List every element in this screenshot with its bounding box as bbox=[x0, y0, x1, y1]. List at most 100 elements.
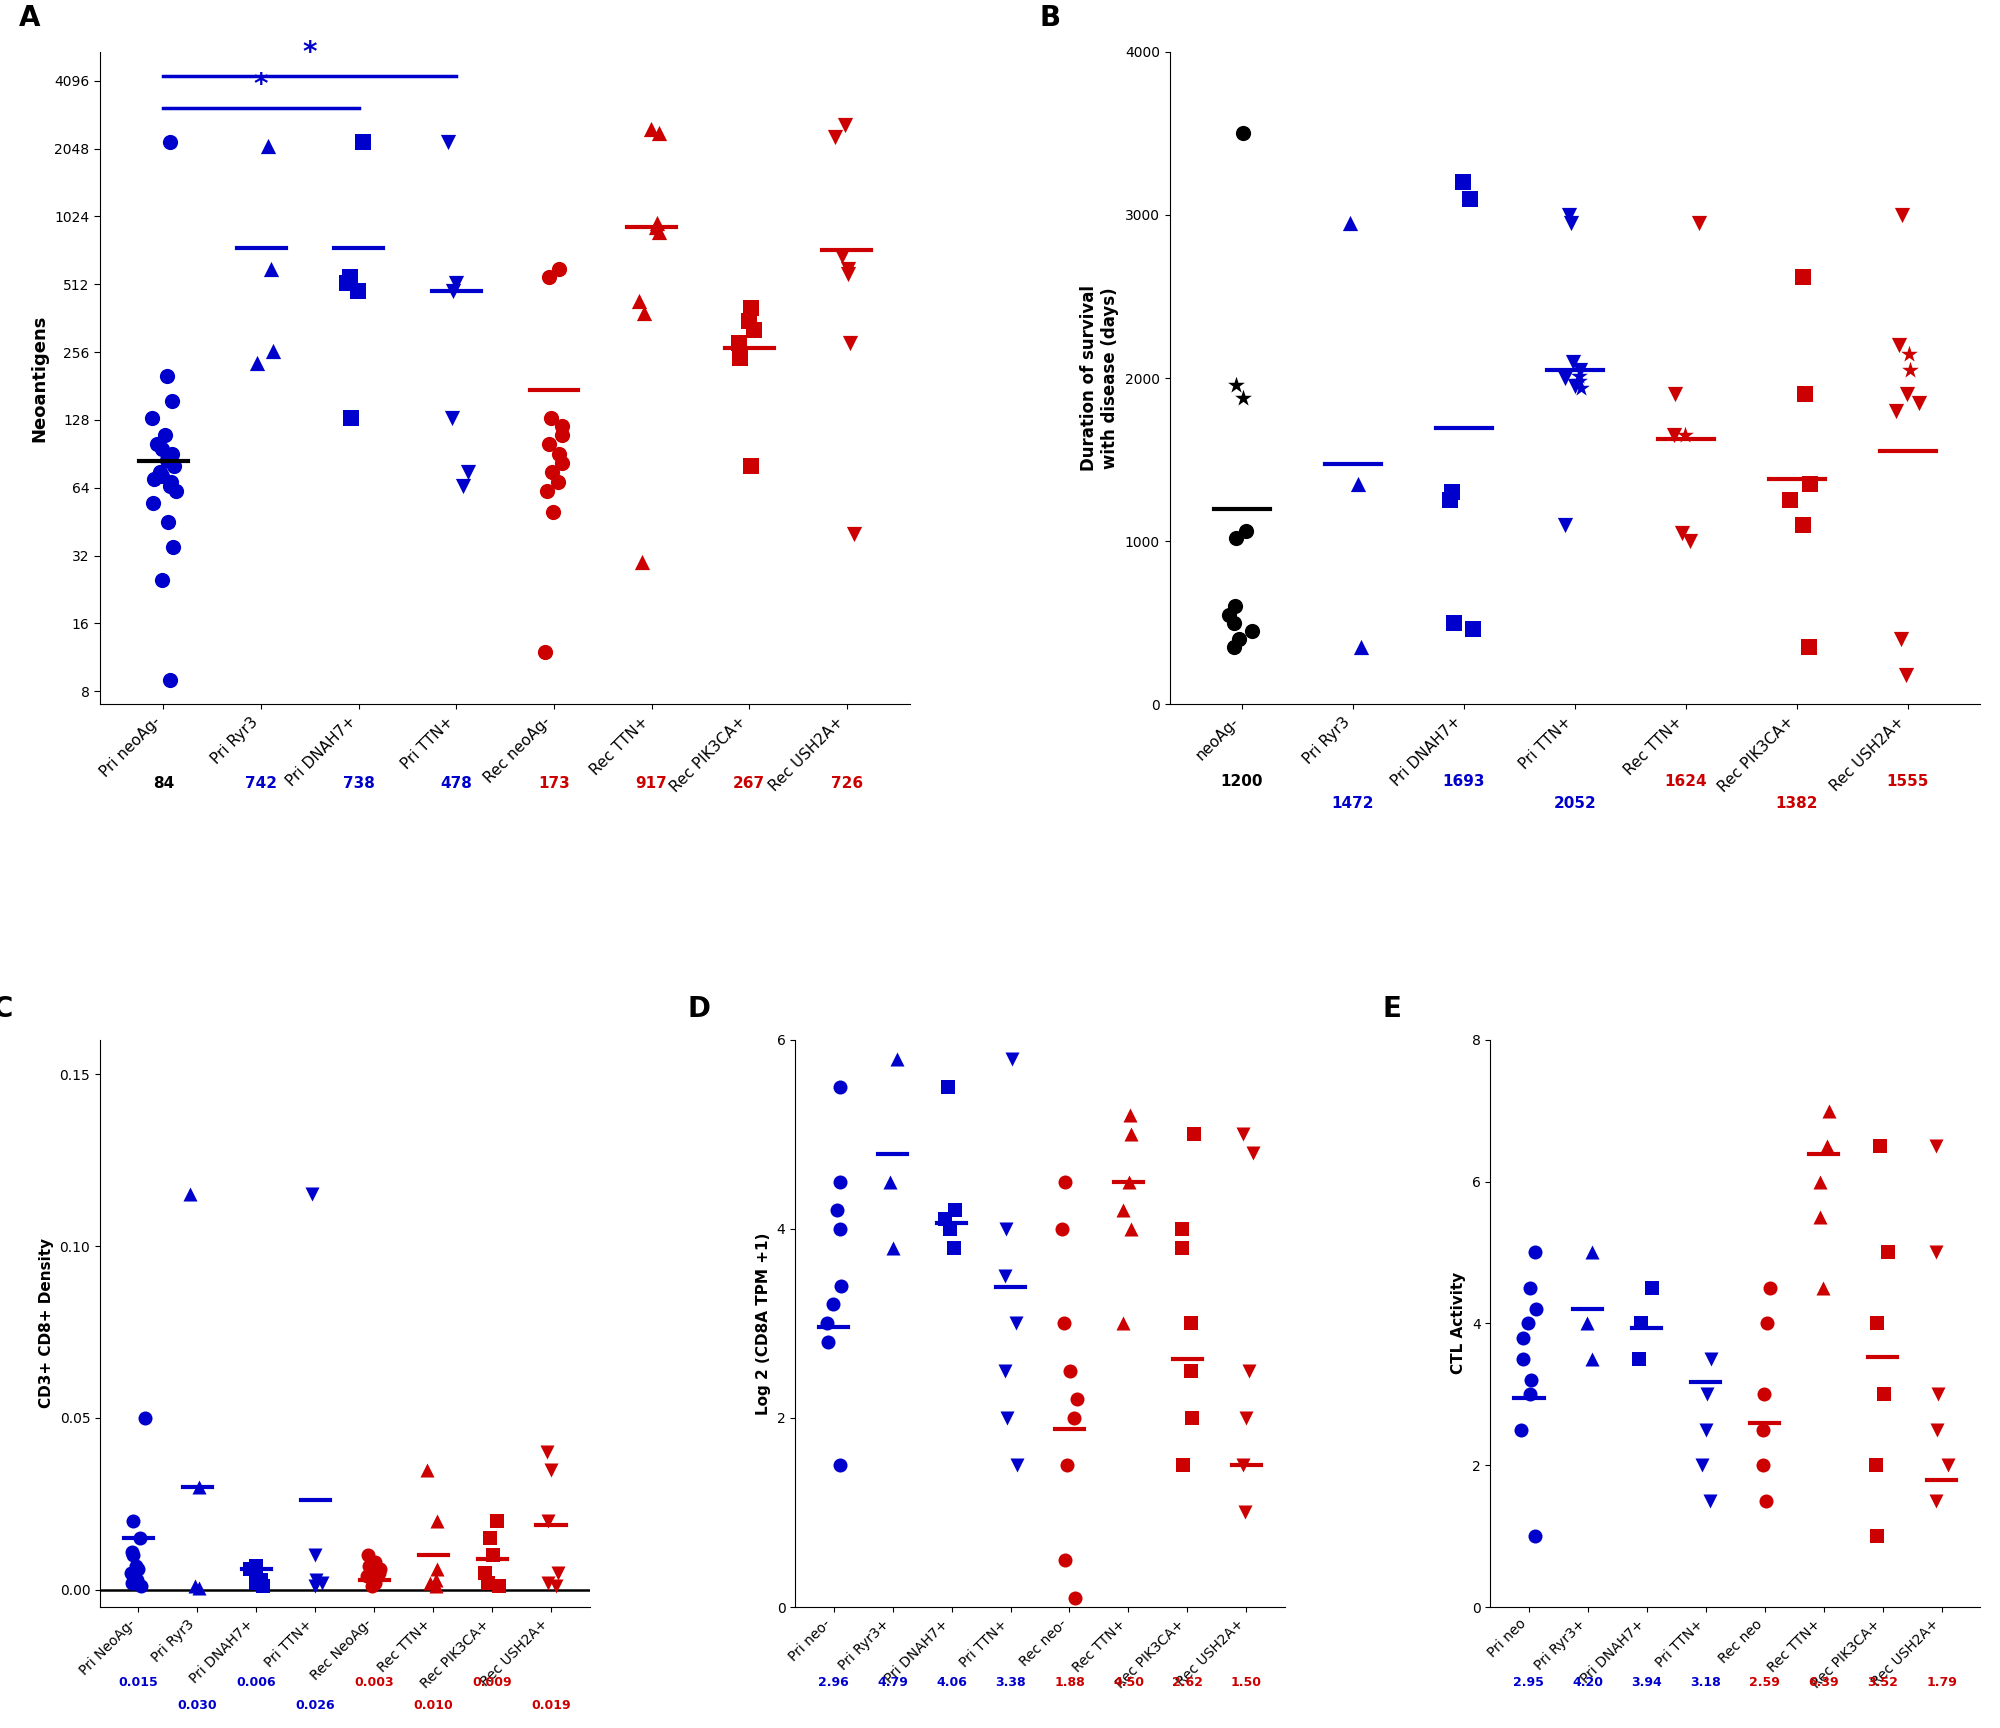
Text: 2.96: 2.96 bbox=[818, 1676, 848, 1690]
Text: 3.18: 3.18 bbox=[1690, 1676, 1722, 1690]
Point bbox=[300, 1566, 332, 1593]
Point bbox=[940, 1196, 972, 1223]
Point bbox=[146, 565, 178, 593]
Point bbox=[234, 1555, 266, 1583]
Point bbox=[412, 1455, 444, 1483]
Point bbox=[1564, 356, 1596, 384]
Point bbox=[1238, 1139, 1270, 1166]
Point bbox=[156, 441, 188, 468]
Point bbox=[1886, 200, 1918, 228]
Point bbox=[420, 1572, 452, 1600]
Point bbox=[146, 463, 178, 491]
Point bbox=[532, 1569, 564, 1597]
Point bbox=[158, 453, 190, 480]
Text: 0.010: 0.010 bbox=[414, 1699, 454, 1712]
Point bbox=[470, 1559, 502, 1586]
Point bbox=[1658, 380, 1690, 408]
Point bbox=[154, 128, 186, 156]
Point bbox=[248, 1572, 280, 1600]
Point bbox=[1112, 1168, 1144, 1196]
Point bbox=[244, 1566, 276, 1593]
Point bbox=[832, 254, 864, 282]
Point bbox=[182, 1574, 214, 1602]
Point bbox=[1550, 511, 1582, 539]
Point bbox=[360, 1548, 392, 1576]
Text: 4.20: 4.20 bbox=[1572, 1676, 1604, 1690]
Point bbox=[1346, 634, 1378, 662]
Point bbox=[1224, 626, 1256, 653]
Point bbox=[1228, 1452, 1260, 1479]
Point bbox=[482, 1572, 514, 1600]
Point bbox=[1774, 487, 1806, 515]
Point bbox=[1886, 626, 1918, 653]
Point bbox=[640, 209, 672, 237]
Point bbox=[478, 1541, 510, 1569]
Point bbox=[1668, 422, 1700, 449]
Point bbox=[1512, 1310, 1544, 1337]
Point bbox=[1520, 1522, 1552, 1550]
Point bbox=[542, 468, 574, 496]
Point bbox=[1690, 1415, 1722, 1443]
Point bbox=[1228, 119, 1260, 147]
Point bbox=[124, 1524, 156, 1552]
Point bbox=[1548, 365, 1580, 392]
Text: 726: 726 bbox=[830, 776, 862, 791]
Point bbox=[1692, 1381, 1724, 1408]
Point bbox=[738, 316, 770, 344]
Point bbox=[532, 1507, 564, 1534]
Point bbox=[1624, 1310, 1656, 1337]
Point bbox=[116, 1559, 148, 1586]
Point bbox=[724, 344, 756, 372]
Point bbox=[148, 422, 180, 449]
Point bbox=[624, 287, 656, 314]
Point bbox=[116, 1538, 148, 1566]
Point bbox=[1214, 601, 1246, 629]
Text: 2.62: 2.62 bbox=[1172, 1676, 1202, 1690]
Y-axis label: CTL Activity: CTL Activity bbox=[1452, 1272, 1466, 1374]
Point bbox=[298, 1541, 330, 1569]
Point bbox=[642, 119, 674, 147]
Point bbox=[1868, 1381, 1900, 1408]
Point bbox=[120, 1552, 152, 1579]
Point bbox=[1048, 1310, 1080, 1337]
Point bbox=[1166, 1234, 1198, 1261]
Point bbox=[1114, 1101, 1146, 1128]
Text: 1472: 1472 bbox=[1332, 797, 1374, 810]
Point bbox=[1342, 470, 1374, 498]
Point bbox=[1890, 380, 1922, 408]
Point bbox=[1748, 1381, 1780, 1408]
Point bbox=[642, 218, 674, 245]
Point bbox=[816, 1291, 848, 1318]
Point bbox=[358, 1566, 390, 1593]
Point bbox=[334, 263, 366, 290]
Text: 1693: 1693 bbox=[1442, 774, 1486, 788]
Text: 6.39: 6.39 bbox=[1808, 1676, 1838, 1690]
Point bbox=[1230, 1405, 1262, 1433]
Point bbox=[934, 1215, 966, 1242]
Point bbox=[1116, 1215, 1148, 1242]
Point bbox=[334, 404, 366, 432]
Text: *: * bbox=[302, 40, 318, 67]
Point bbox=[542, 1559, 574, 1586]
Point bbox=[546, 422, 578, 449]
Point bbox=[1788, 263, 1820, 290]
Point bbox=[1920, 1415, 1952, 1443]
Point bbox=[1058, 1405, 1090, 1433]
Point bbox=[1106, 1310, 1138, 1337]
Point bbox=[1696, 1344, 1728, 1372]
Point bbox=[240, 1552, 272, 1579]
Text: C: C bbox=[0, 995, 12, 1023]
Point bbox=[1860, 1452, 1892, 1479]
Point bbox=[154, 665, 186, 693]
Text: 1382: 1382 bbox=[1776, 797, 1818, 810]
Point bbox=[1520, 1296, 1552, 1324]
Point bbox=[1228, 1498, 1260, 1526]
Text: 4.50: 4.50 bbox=[1112, 1676, 1144, 1690]
Point bbox=[1558, 347, 1590, 375]
Point bbox=[156, 387, 188, 415]
Point bbox=[146, 435, 178, 463]
Point bbox=[536, 1455, 568, 1483]
Point bbox=[1864, 1132, 1896, 1159]
Point bbox=[422, 1507, 454, 1534]
Text: 84: 84 bbox=[152, 776, 174, 791]
